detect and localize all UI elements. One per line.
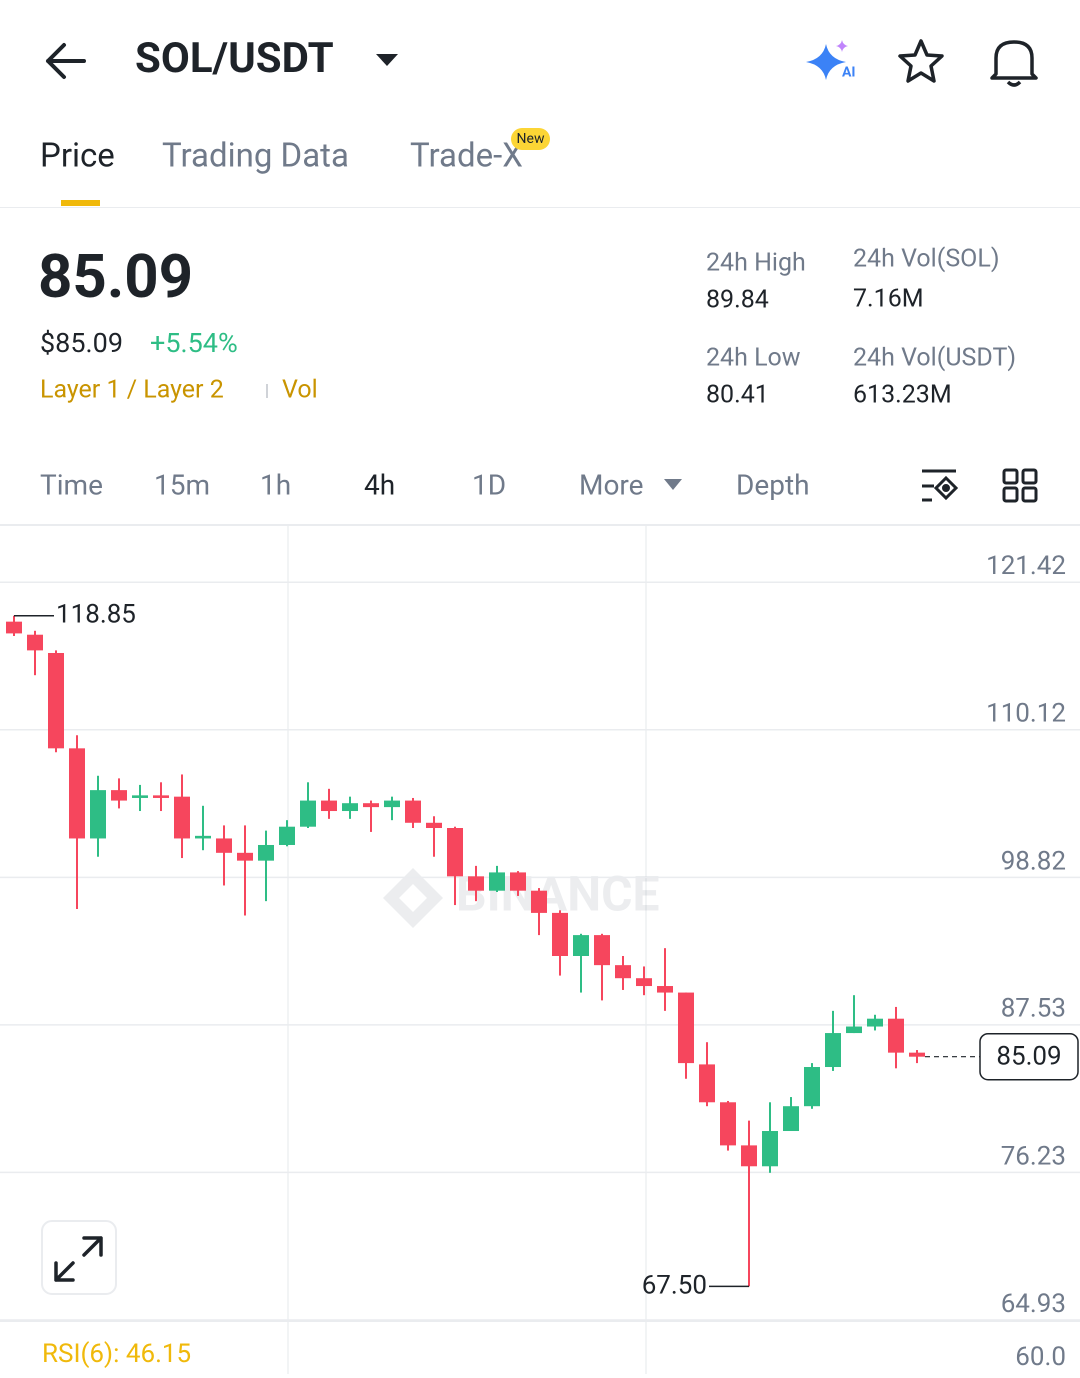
stat-label: 24h Low [706, 344, 801, 373]
candle-body [657, 986, 673, 993]
rsi-tick-label: 60.0 [1015, 1342, 1066, 1372]
y-tick-label: 121.42 [986, 551, 1066, 581]
tab[interactable]: Trade-X [410, 137, 523, 176]
candle-body [531, 890, 547, 913]
candle-body [888, 1018, 904, 1053]
candle-body [699, 1064, 715, 1103]
candle-body [825, 1033, 841, 1068]
stat-label: 24h Vol(USDT) [853, 344, 1016, 373]
stat-label: 24h High [706, 249, 806, 278]
tag[interactable]: Layer 1 / Layer 2 [40, 376, 224, 405]
divider [0, 207, 1080, 208]
divider [0, 1320, 1080, 1322]
candle-body [636, 978, 652, 987]
candle-body [615, 965, 631, 979]
annotation-label: 118.85 [56, 600, 136, 630]
candle-body [321, 800, 337, 812]
rsi-label: RSI(6): 46.15 [42, 1339, 191, 1369]
new-badge-text: New [517, 131, 545, 147]
candle-body [447, 828, 463, 877]
interval[interactable]: Depth [736, 468, 810, 501]
y-tick-label: 98.82 [1001, 846, 1066, 876]
candle-body [153, 795, 169, 798]
alert-icon[interactable] [990, 40, 1038, 87]
y-tick-label: 87.53 [1001, 994, 1066, 1024]
candle-body [300, 800, 316, 827]
candle-body [48, 652, 64, 749]
tab-indicator [61, 200, 100, 206]
candle-body [720, 1102, 736, 1146]
ai-icon[interactable]: AI [806, 40, 856, 81]
candle-body [237, 852, 253, 861]
candle-body [846, 1026, 862, 1034]
interval[interactable]: Time [40, 468, 103, 501]
price-change: +5.54% [150, 327, 238, 359]
candle-body [384, 800, 400, 808]
candle-body [804, 1067, 820, 1107]
back-button[interactable] [46, 43, 86, 79]
expand-button[interactable] [41, 1220, 117, 1295]
more-dropdown[interactable] [664, 479, 682, 490]
candle-body [90, 790, 106, 839]
pair-dropdown[interactable] [376, 54, 398, 66]
interval[interactable]: 15m [154, 468, 210, 501]
candle-body [762, 1131, 778, 1167]
candle-body [867, 1018, 883, 1027]
interval[interactable]: 1h [260, 468, 291, 501]
candle-body [216, 838, 232, 853]
layout-icon[interactable] [1002, 468, 1038, 503]
divider [0, 524, 1080, 526]
y-tick-label: 64.93 [1001, 1289, 1066, 1319]
new-badge [511, 128, 550, 150]
candle-body [69, 748, 85, 839]
candle-body [132, 795, 148, 798]
pair-title[interactable]: SOL/USDT [135, 34, 334, 83]
candle-body [258, 844, 274, 861]
candle-body [6, 621, 22, 634]
candlestick-chart: 121.42 110.12 98.82 87.53 76.23 64.93 118.85 67… [0, 551, 1080, 1321]
candle-body [363, 803, 379, 808]
tag[interactable]: Vol [282, 376, 318, 405]
candle-body [594, 935, 610, 966]
last-price-box [979, 1032, 1079, 1081]
indicator-settings-icon[interactable] [922, 469, 959, 502]
stat-label: 24h Vol(SOL) [853, 245, 1000, 274]
interval[interactable]: More [579, 468, 644, 501]
candle-body [510, 872, 526, 891]
tag-separator [266, 384, 268, 398]
candle-body [174, 796, 190, 839]
candle-body [741, 1145, 757, 1167]
candle-body [678, 992, 694, 1064]
stat-value: 613.23M [853, 381, 952, 410]
candle-body [552, 912, 568, 957]
annotation-label: 67.50 [642, 1270, 707, 1300]
candle-body [426, 822, 442, 829]
last-price: 85.09 [38, 241, 193, 312]
candle-body [111, 790, 127, 801]
candle-body [468, 876, 484, 891]
interval[interactable]: 4h [364, 468, 395, 501]
candle-body [405, 800, 421, 823]
candle-body [27, 634, 43, 651]
candle-body [909, 1052, 925, 1057]
candle-body [489, 872, 505, 891]
candle-body [573, 935, 589, 957]
candle-body [195, 835, 211, 839]
candle-body [783, 1106, 799, 1132]
stat-value: 7.16M [853, 285, 924, 314]
y-tick-label: 110.12 [986, 699, 1066, 729]
svg-text:AI: AI [842, 65, 856, 81]
tab[interactable]: Trading Data [162, 137, 349, 176]
candle-body [342, 803, 358, 812]
tab[interactable]: Price [40, 137, 115, 176]
favorite-icon[interactable] [898, 39, 944, 83]
fiat-price: $85.09 [40, 327, 123, 359]
candle-body [279, 826, 295, 845]
stat-value: 80.41 [706, 381, 769, 410]
interval[interactable]: 1D [472, 468, 506, 501]
last-price-label: 85.09 [996, 1042, 1061, 1072]
y-tick-label: 76.23 [1001, 1141, 1066, 1171]
stat-value: 89.84 [706, 286, 769, 315]
